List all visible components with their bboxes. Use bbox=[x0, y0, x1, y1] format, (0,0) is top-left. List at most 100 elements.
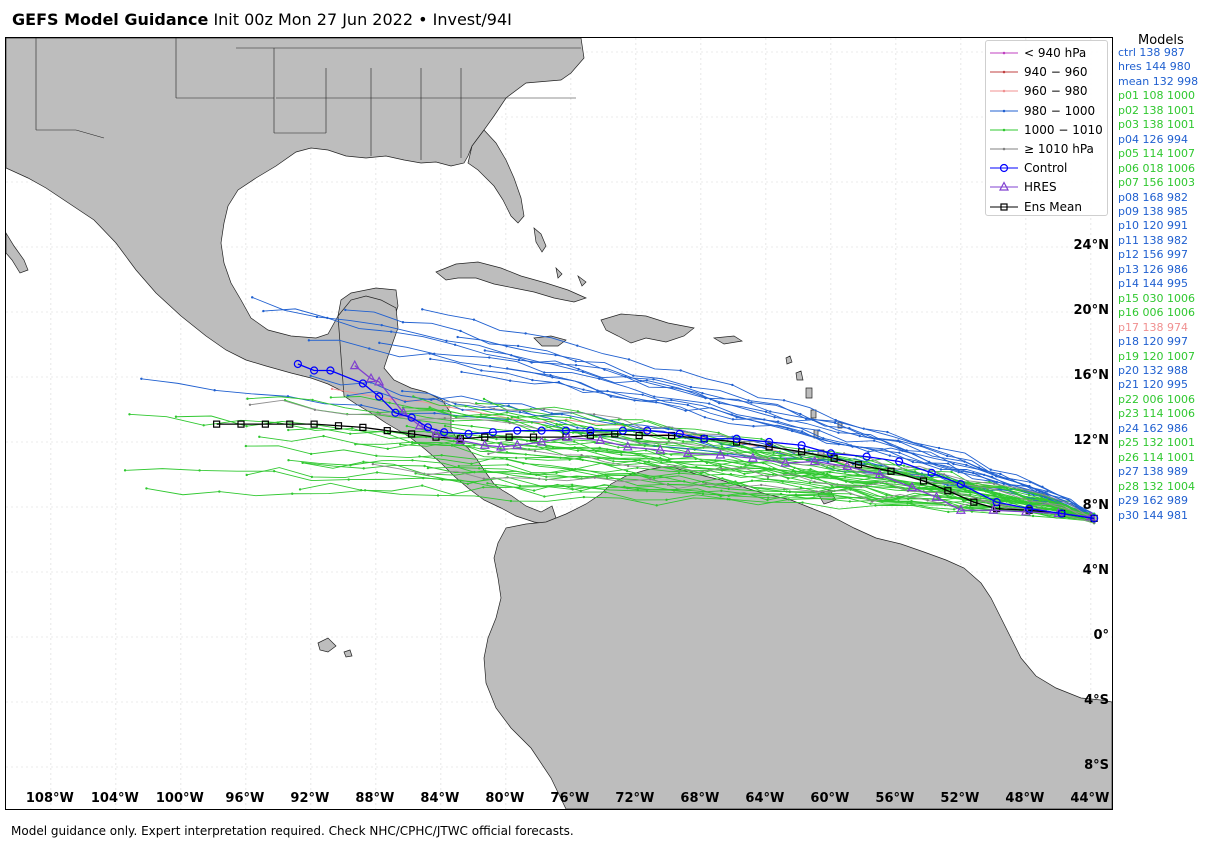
model-entry: p30 144 981 bbox=[1118, 508, 1188, 522]
control-track-point bbox=[1090, 514, 1099, 523]
hres-track-point bbox=[622, 441, 633, 451]
longitude-label: 88°W bbox=[355, 791, 395, 806]
ensemble-track-point bbox=[538, 477, 541, 481]
model-entry: p07 156 1003 bbox=[1118, 176, 1195, 190]
ensemble-track-point bbox=[989, 468, 992, 471]
control-track-point bbox=[440, 428, 449, 437]
ensemble-track-point bbox=[920, 444, 923, 447]
longitude-label: 104°W bbox=[90, 791, 139, 806]
ensemble-track-point bbox=[709, 397, 712, 401]
model-entry: p15 030 1006 bbox=[1118, 291, 1195, 305]
ensemble-track-point bbox=[638, 442, 641, 445]
ensemble-track-point bbox=[301, 461, 304, 464]
control-track-point bbox=[927, 468, 936, 477]
ensemble-track-point bbox=[655, 504, 658, 507]
ensemble-track-point bbox=[609, 395, 613, 398]
ensemble-track-point bbox=[360, 403, 363, 407]
ensemble-track-point bbox=[946, 454, 949, 458]
model-entry: p29 162 989 bbox=[1118, 494, 1188, 508]
ensemble-track-point bbox=[604, 490, 607, 494]
ensemble-track-line bbox=[146, 487, 1095, 523]
model-entry: p22 006 1006 bbox=[1118, 392, 1195, 406]
ensemble-track-point bbox=[433, 412, 436, 415]
legend-label: 980 − 1000 bbox=[1024, 103, 1096, 118]
ensemble-track-point bbox=[743, 472, 746, 476]
ensemble-track-point bbox=[768, 457, 771, 460]
ensemble-track-point bbox=[729, 472, 733, 476]
ens-mean-track-point bbox=[505, 433, 513, 441]
legend-swatch bbox=[990, 128, 1018, 132]
ensemble-track-point bbox=[767, 496, 770, 499]
ensemble-track-point bbox=[701, 392, 704, 395]
ensemble-track-line bbox=[430, 358, 1095, 521]
longitude-label: 76°W bbox=[550, 791, 590, 806]
ensemble-track-point bbox=[977, 466, 981, 469]
ensemble-track-point bbox=[545, 475, 548, 479]
legend-swatch bbox=[990, 90, 1018, 93]
ensemble-track-point bbox=[1042, 493, 1046, 497]
ensemble-track-line bbox=[263, 308, 1095, 518]
ensemble-track-point bbox=[1035, 488, 1038, 492]
ensemble-track-point bbox=[530, 421, 534, 424]
ensemble-track-point bbox=[968, 493, 972, 496]
ensemble-track-point bbox=[378, 341, 381, 345]
ensemble-track-point bbox=[359, 488, 363, 492]
ensemble-track-point bbox=[376, 411, 379, 414]
cuba-landmass bbox=[435, 261, 587, 303]
ensemble-track-point bbox=[1034, 492, 1037, 496]
control-track-point bbox=[586, 426, 595, 435]
ensemble-track-point bbox=[939, 468, 943, 471]
model-entry: p08 168 982 bbox=[1118, 190, 1188, 204]
hres-track-point bbox=[1020, 506, 1031, 516]
ensemble-track-point bbox=[362, 467, 365, 470]
control-track-point bbox=[391, 408, 400, 417]
ensemble-track-point bbox=[250, 296, 254, 299]
model-entry: p20 132 988 bbox=[1118, 363, 1188, 377]
hres-track-line bbox=[354, 365, 1091, 518]
control-track-point bbox=[895, 457, 904, 466]
hres-track-point bbox=[512, 439, 523, 449]
model-entry: p01 108 1000 bbox=[1118, 89, 1195, 103]
ensemble-track-point bbox=[769, 410, 772, 413]
ensemble-track-line bbox=[458, 464, 1095, 524]
map-canvas[interactable] bbox=[6, 38, 1112, 809]
title-bold: GEFS Model Guidance bbox=[12, 10, 209, 29]
ensemble-track-point bbox=[574, 363, 578, 367]
ensemble-track-point bbox=[522, 462, 525, 465]
ensemble-track-point bbox=[603, 368, 606, 371]
ensemble-track-point bbox=[309, 374, 312, 378]
ensemble-track-point bbox=[714, 459, 717, 462]
ensemble-track-point bbox=[787, 498, 790, 501]
latitude-label: 8°N bbox=[1082, 498, 1109, 513]
ensemble-track-point bbox=[329, 396, 333, 399]
ensemble-track-point bbox=[1037, 507, 1040, 510]
ensemble-track-point bbox=[691, 438, 694, 442]
ensemble-track-point bbox=[898, 451, 901, 454]
ensemble-track-point bbox=[886, 430, 889, 434]
ensemble-track-point bbox=[950, 470, 953, 474]
ensemble-track-point bbox=[731, 418, 735, 421]
legend-item: Control bbox=[990, 159, 1067, 177]
ensemble-track-point bbox=[427, 473, 430, 476]
map-panel[interactable] bbox=[5, 37, 1113, 810]
ensemble-track-point bbox=[750, 401, 753, 404]
ensemble-track-point bbox=[326, 316, 329, 320]
main-tracks bbox=[213, 359, 1099, 523]
ensemble-track-point bbox=[946, 462, 950, 465]
ensemble-track-point bbox=[620, 453, 623, 457]
ensemble-track-point bbox=[495, 437, 498, 441]
ensemble-track-point bbox=[897, 439, 900, 442]
ensemble-track-point bbox=[943, 485, 946, 488]
hres-track-point bbox=[349, 359, 360, 370]
map-title: GEFS Model Guidance Init 00z Mon 27 Jun … bbox=[12, 10, 512, 29]
control-track-point bbox=[513, 426, 522, 435]
ensemble-track-point bbox=[399, 443, 402, 446]
ensemble-track-point bbox=[794, 493, 798, 496]
ensemble-track-point bbox=[825, 466, 829, 469]
ens-mean-track-point bbox=[261, 420, 269, 428]
ensemble-track-point bbox=[506, 463, 509, 466]
ens-mean-track-point bbox=[408, 430, 416, 438]
ensemble-track-point bbox=[779, 492, 783, 496]
ens-mean-track-point bbox=[213, 420, 221, 428]
ensemble-track-point bbox=[701, 492, 705, 496]
